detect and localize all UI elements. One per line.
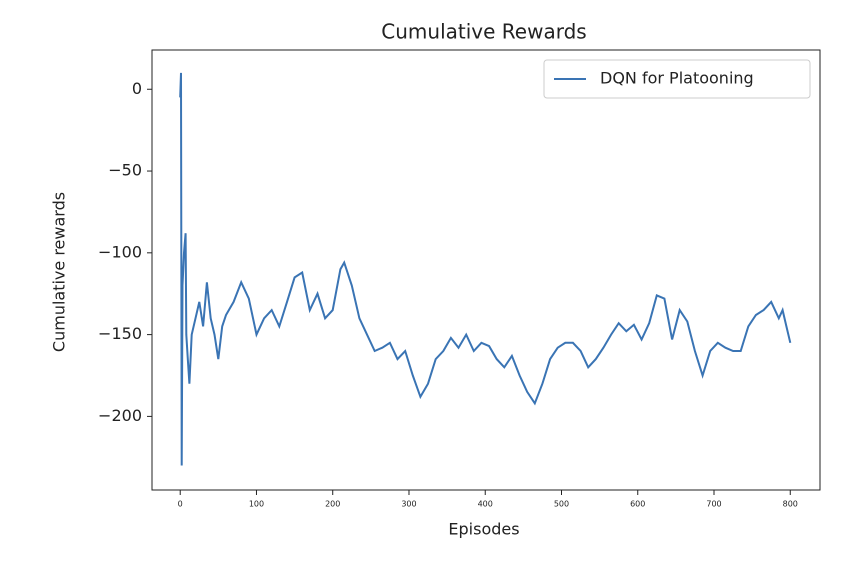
x-tick-label: 400 [478,500,493,509]
x-tick-label: 300 [401,500,416,509]
plot-frame [151,49,821,491]
x-tick-label: 600 [630,500,645,509]
x-axis-label: Episodes [448,520,519,539]
x-tick-label: 500 [554,500,569,509]
x-tick-label: 200 [325,500,340,509]
y-axis-label: Cumulative rewards [50,192,69,352]
legend-box [543,59,811,99]
y-tick-label: −200 [98,406,142,425]
y-tick-label: −150 [98,324,142,343]
y-tick-label: −100 [98,242,142,261]
y-tick-label: −50 [108,161,142,180]
y-tick-label: 0 [132,79,142,98]
x-tick-label: 800 [783,500,798,509]
legend-label: DQN for Platooning [600,69,754,88]
x-tick-label: 0 [178,500,183,509]
chart-title: Cumulative Rewards [381,20,586,44]
x-tick-label: 100 [249,500,264,509]
x-tick-label: 700 [706,500,721,509]
data-line [179,72,792,466]
